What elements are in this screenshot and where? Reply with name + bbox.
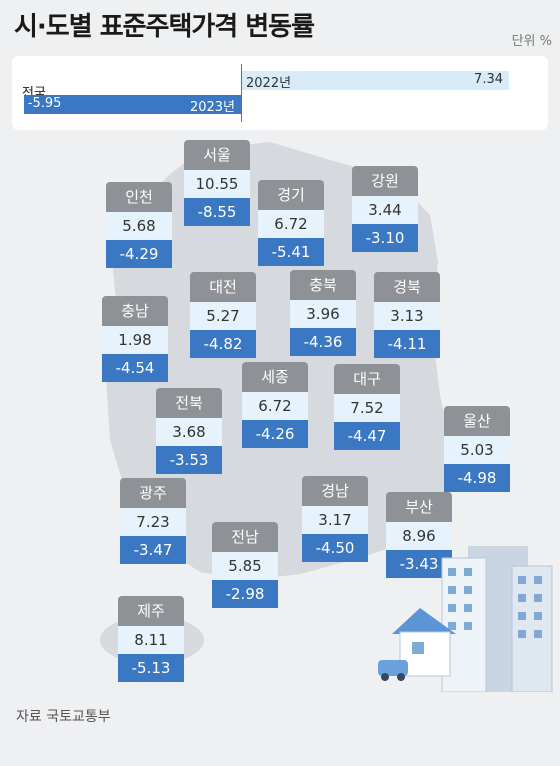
car-wheel <box>381 673 389 681</box>
region-name: 광주 <box>120 478 186 508</box>
region-name: 부산 <box>386 492 452 522</box>
region-card: 인천 5.68 -4.29 <box>106 182 172 268</box>
region-card: 울산 5.03 -4.98 <box>444 406 510 492</box>
region-card: 전북 3.68 -3.53 <box>156 388 222 474</box>
region-value-2022: 3.96 <box>290 300 356 328</box>
region-name: 충남 <box>102 296 168 326</box>
region-value-2022: 8.96 <box>386 522 452 550</box>
national-value-2023: -5.95 <box>27 96 62 111</box>
region-value-2023: -5.41 <box>258 238 324 266</box>
region-value-2022: 7.23 <box>120 508 186 536</box>
region-card: 서울 10.55 -8.55 <box>184 140 250 226</box>
region-name: 인천 <box>106 182 172 212</box>
region-value-2022: 5.68 <box>106 212 172 240</box>
region-value-2023: -4.98 <box>444 464 510 492</box>
region-name: 대전 <box>190 272 256 302</box>
buildings-illustration <box>378 546 553 692</box>
region-value-2023: -3.10 <box>352 224 418 252</box>
tower-windows <box>448 568 542 638</box>
region-value-2022: 3.17 <box>302 506 368 534</box>
region-value-2022: 6.72 <box>258 210 324 238</box>
region-value-2023: -5.13 <box>118 654 184 682</box>
region-name: 울산 <box>444 406 510 436</box>
region-card: 대전 5.27 -4.82 <box>190 272 256 358</box>
region-card: 경기 6.72 -5.41 <box>258 180 324 266</box>
region-name: 경북 <box>374 272 440 302</box>
region-card: 충북 3.96 -4.36 <box>290 270 356 356</box>
house-body <box>399 631 451 677</box>
region-value-2023: -4.36 <box>290 328 356 356</box>
region-card: 대구 7.52 -4.47 <box>334 364 400 450</box>
source-note: 자료 국토교통부 <box>16 709 111 725</box>
region-value-2023: -8.55 <box>184 198 250 226</box>
region-card: 세종 6.72 -4.26 <box>242 362 308 448</box>
region-card: 경북 3.13 -4.11 <box>374 272 440 358</box>
region-name: 충북 <box>290 270 356 300</box>
region-card: 부산 8.96 -3.43 <box>386 492 452 578</box>
region-value-2022: 5.27 <box>190 302 256 330</box>
house-roof <box>392 608 456 634</box>
region-value-2022: 3.44 <box>352 196 418 224</box>
region-value-2023: -3.53 <box>156 446 222 474</box>
region-value-2023: -4.26 <box>242 420 308 448</box>
region-value-2022: 1.98 <box>102 326 168 354</box>
region-value-2022: 3.68 <box>156 418 222 446</box>
region-value-2023: -4.47 <box>334 422 400 450</box>
national-bar-2023 <box>23 95 241 114</box>
region-value-2022: 7.52 <box>334 394 400 422</box>
region-card: 충남 1.98 -4.54 <box>102 296 168 382</box>
region-value-2023: -4.54 <box>102 354 168 382</box>
page-title: 시·도별 표준주택가격 변동률 <box>14 12 315 42</box>
car-wheel <box>397 673 405 681</box>
region-value-2022: 3.13 <box>374 302 440 330</box>
region-value-2023: -4.82 <box>190 330 256 358</box>
national-bar-2022 <box>241 71 509 90</box>
region-value-2023: -2.98 <box>212 580 278 608</box>
region-value-2023: -3.47 <box>120 536 186 564</box>
region-value-2022: 8.11 <box>118 626 184 654</box>
region-value-2022: 6.72 <box>242 392 308 420</box>
region-name: 경기 <box>258 180 324 210</box>
region-value-2022: 5.03 <box>444 436 510 464</box>
region-value-2023: -3.43 <box>386 550 452 578</box>
region-name: 세종 <box>242 362 308 392</box>
national-year-2022-label: 2022년 <box>246 76 292 91</box>
region-card: 광주 7.23 -3.47 <box>120 478 186 564</box>
region-value-2023: -4.29 <box>106 240 172 268</box>
region-card: 전남 5.85 -2.98 <box>212 522 278 608</box>
region-value-2023: -4.50 <box>302 534 368 562</box>
car <box>378 660 408 676</box>
national-value-2022: 7.34 <box>474 72 503 87</box>
national-panel: 전국 2022년 7.34 2023년 -5.95 <box>12 56 548 130</box>
region-card: 경남 3.17 -4.50 <box>302 476 368 562</box>
unit-label: 단위 % <box>511 34 552 49</box>
region-name: 강원 <box>352 166 418 196</box>
region-value-2022: 5.85 <box>212 552 278 580</box>
region-card: 강원 3.44 -3.10 <box>352 166 418 252</box>
national-zero-axis <box>241 64 242 122</box>
region-name: 경남 <box>302 476 368 506</box>
region-name: 대구 <box>334 364 400 394</box>
tower-right <box>511 565 553 692</box>
house-window <box>412 642 424 654</box>
region-card: 제주 8.11 -5.13 <box>118 596 184 682</box>
region-name: 전남 <box>212 522 278 552</box>
region-name: 서울 <box>184 140 250 170</box>
region-value-2022: 10.55 <box>184 170 250 198</box>
region-value-2023: -4.11 <box>374 330 440 358</box>
national-year-2023-label: 2023년 <box>189 100 235 115</box>
region-name: 전북 <box>156 388 222 418</box>
region-name: 제주 <box>118 596 184 626</box>
